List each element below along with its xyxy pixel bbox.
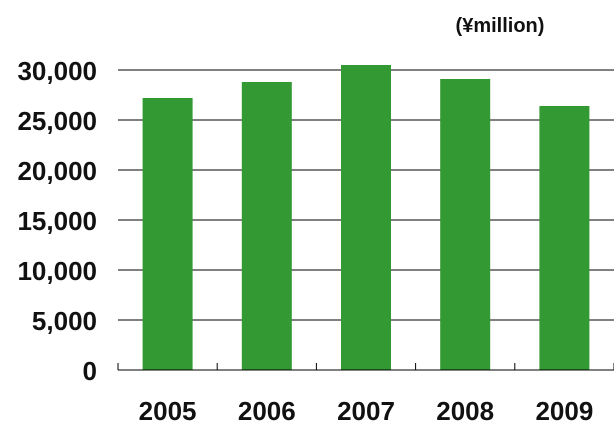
x-category-label: 2007	[337, 396, 395, 426]
bar	[539, 106, 590, 370]
x-axis-category-labels: 2005 2006 2007 2008 2009	[139, 396, 594, 426]
y-axis-tick-labels: 0 5,000 10,000 15,000 20,000 25,000 30,000	[17, 56, 97, 386]
y-tick-label: 30,000	[17, 56, 97, 86]
bar	[440, 79, 491, 370]
y-tick-label: 5,000	[32, 306, 97, 336]
bar	[241, 82, 292, 370]
bar	[341, 65, 391, 370]
unit-label: (¥million)	[456, 15, 545, 37]
x-axis	[117, 363, 614, 371]
y-tick-label: 20,000	[17, 156, 97, 186]
x-category-label: 2005	[139, 396, 197, 426]
y-tick-label: 25,000	[17, 106, 97, 136]
y-tick-label: 15,000	[17, 206, 97, 236]
x-category-label: 2008	[436, 396, 494, 426]
x-category-label: 2009	[535, 396, 593, 426]
x-category-label: 2006	[238, 396, 296, 426]
y-tick-label: 10,000	[17, 256, 97, 286]
y-tick-label: 0	[83, 356, 97, 386]
bars	[142, 65, 590, 370]
bar	[142, 98, 193, 370]
